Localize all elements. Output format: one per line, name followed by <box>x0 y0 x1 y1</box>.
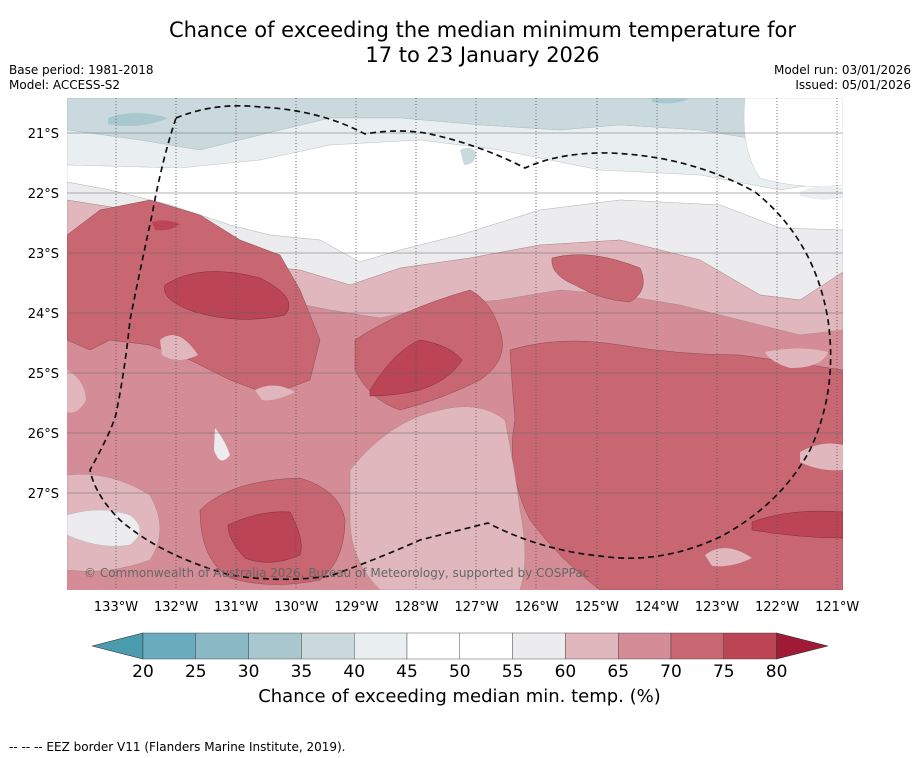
zone-west-pale <box>160 335 198 360</box>
colorbar-tick-label: 35 <box>291 662 313 682</box>
model-name: Model: ACCESS-S2 <box>9 78 121 92</box>
lon-label: 123°W <box>695 600 739 615</box>
lat-label: 21°S <box>28 127 59 142</box>
gridlines <box>115 98 838 590</box>
colorbar-segment <box>512 632 566 660</box>
base-period: Base period: 1981-2018 <box>9 63 154 77</box>
zone-ne-white <box>743 98 843 187</box>
zone-south-pale <box>349 406 526 590</box>
colorbar-segment <box>618 632 672 660</box>
colorbar-segment <box>248 632 302 660</box>
lon-label: 124°W <box>635 600 679 615</box>
lon-label: 133°W <box>94 600 138 615</box>
lat-label: 26°S <box>28 427 59 442</box>
copyright-text: © Commonwealth of Australia 2026, Bureau… <box>84 566 589 580</box>
zone-warm-west-dot <box>152 220 180 231</box>
zone-warm-west-core <box>164 271 290 320</box>
colorbar-tick-label: 70 <box>660 662 682 682</box>
title-line-2: 17 to 23 January 2026 <box>365 43 600 67</box>
meta-right: Model run: 03/01/2026 Issued: 05/01/2026 <box>774 63 911 93</box>
lon-label: 121°W <box>815 600 859 615</box>
lon-label: 128°W <box>394 600 438 615</box>
lat-label: 25°S <box>28 367 59 382</box>
lat-label: 24°S <box>28 307 59 322</box>
zone-warm-east-north <box>551 254 644 303</box>
lon-label: 126°W <box>515 600 559 615</box>
zone-west-pale-4 <box>214 428 230 461</box>
chart-title: Chance of exceeding the median minimum t… <box>0 18 919 68</box>
colorbar-tick-label: 50 <box>449 662 471 682</box>
zone-sw-white <box>67 509 141 547</box>
colorbar-tick-label: 65 <box>607 662 629 682</box>
lon-label: 131°W <box>214 600 258 615</box>
colorbar: 20 25 30 35 40 45 50 55 60 65 70 75 80 <box>91 632 829 682</box>
zone-east-pale <box>765 348 828 368</box>
footnote-eez: -- -- -- EEZ border V11 (Flanders Marine… <box>9 740 346 754</box>
colorbar-tick-label: 55 <box>502 662 524 682</box>
colorbar-tick-label: 60 <box>555 662 577 682</box>
colorbar-tick-label: 75 <box>713 662 735 682</box>
zone-warm-east <box>509 340 843 590</box>
model-run: Model run: 03/01/2026 <box>773 63 911 77</box>
lat-gridlines <box>67 132 843 494</box>
lon-labels: 133°W 132°W 131°W 130°W 129°W 128°W 127°W 126°W… <box>94 600 860 615</box>
lat-labels: 21°S 22°S 23°S 24°S 25°S 26°S 27°S <box>28 127 59 502</box>
colorbar-tick-label: 45 <box>396 662 418 682</box>
colorbar-segment <box>406 632 460 660</box>
zone-east-pale-3 <box>705 548 752 567</box>
zone-south-core <box>227 511 302 563</box>
meta-left: Base period: 1981-2018 Model: ACCESS-S2 <box>9 63 154 93</box>
colorbar-under-arrow <box>91 632 144 660</box>
colorbar-tick-label: 30 <box>238 662 260 682</box>
colorbar-segment <box>142 632 196 660</box>
map-area: © Commonwealth of Australia 2026, Bureau… <box>67 98 843 590</box>
colorbar-title: Chance of exceeding median min. temp. (%… <box>258 686 661 707</box>
zone-blue-dot <box>460 147 476 165</box>
colorbar-segment <box>354 632 408 660</box>
zone-ne-small <box>800 185 843 200</box>
lon-label: 127°W <box>455 600 499 615</box>
zone-blue-patch-2 <box>652 98 690 104</box>
issued-date: Issued: 05/01/2026 <box>795 78 911 92</box>
lat-label: 27°S <box>28 487 59 502</box>
zone-blue-patch <box>108 113 168 126</box>
colorbar-tick-label: 20 <box>132 662 154 682</box>
colorbar-over-arrow <box>776 632 829 660</box>
colorbar-segment <box>301 632 355 660</box>
lon-label: 132°W <box>154 600 198 615</box>
lon-label: 129°W <box>334 600 378 615</box>
lon-label: 130°W <box>274 600 318 615</box>
colorbar-segment <box>723 632 777 660</box>
map-figure: © Commonwealth of Australia 2026, Bureau… <box>28 98 860 682</box>
zone-west-pale-2 <box>255 385 295 401</box>
colorbar-tick-label: 40 <box>343 662 365 682</box>
eez-border <box>89 104 832 581</box>
colorbar-tick-label: 80 <box>766 662 788 682</box>
colorbar-segment <box>459 632 513 660</box>
colorbar-tick-label: 25 <box>185 662 207 682</box>
colorbar-segment <box>565 632 619 660</box>
title-line-1: Chance of exceeding the median minimum t… <box>168 18 797 42</box>
colorbar-segment <box>670 632 724 660</box>
colorbar-segment <box>195 632 249 660</box>
lon-label: 125°W <box>575 600 619 615</box>
lon-label: 122°W <box>755 600 799 615</box>
zone-east-core <box>751 510 843 539</box>
lat-label: 22°S <box>28 187 59 202</box>
zone-west-pale-3 <box>67 370 86 413</box>
lat-label: 23°S <box>28 247 59 262</box>
